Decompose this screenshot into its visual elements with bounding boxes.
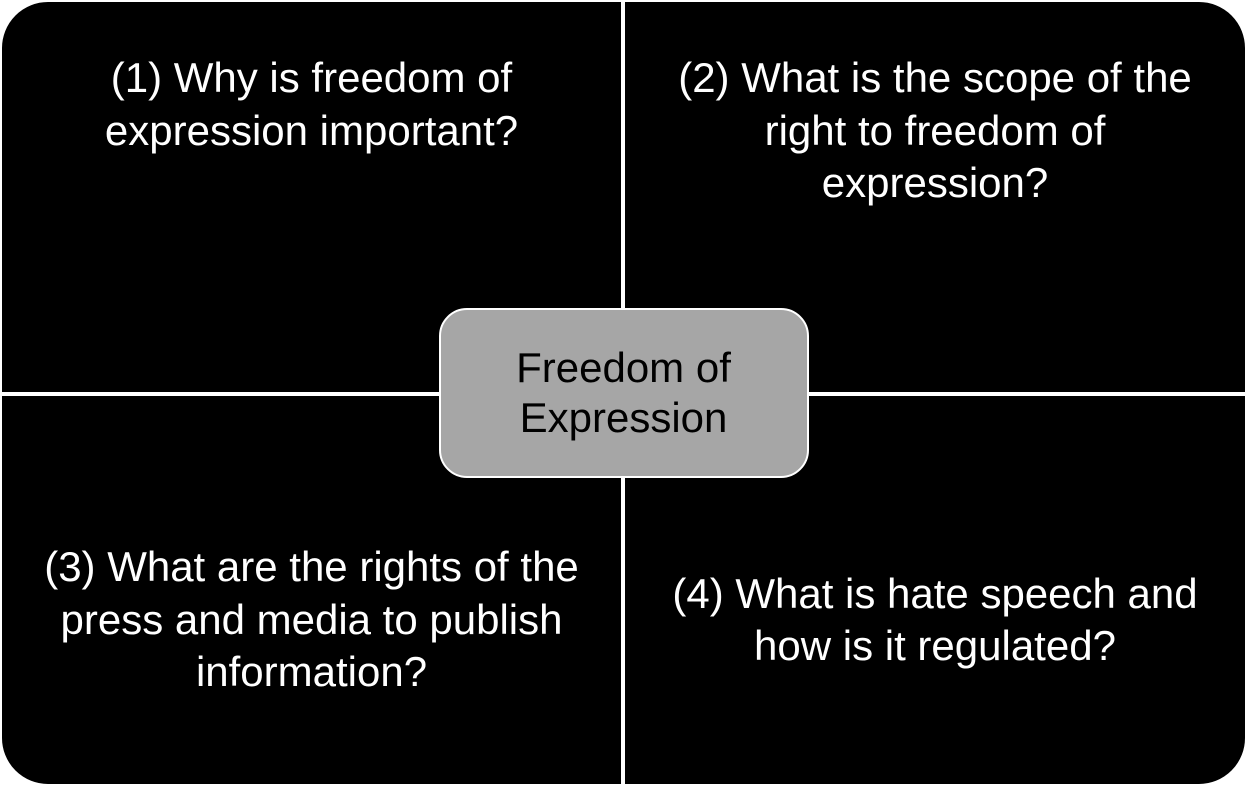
center-topic-box: Freedom of Expression	[439, 308, 809, 478]
quadrant-2-text: (2) What is the scope of the right to fr…	[665, 52, 1205, 210]
quadrant-diagram: (1) Why is freedom of expression importa…	[0, 0, 1247, 786]
quadrant-4-text: (4) What is hate speech and how is it re…	[665, 568, 1205, 673]
quadrant-1-text: (1) Why is freedom of expression importa…	[42, 52, 581, 157]
center-topic-text: Freedom of Expression	[461, 343, 787, 444]
quadrant-3-text: (3) What are the rights of the press and…	[42, 541, 581, 699]
